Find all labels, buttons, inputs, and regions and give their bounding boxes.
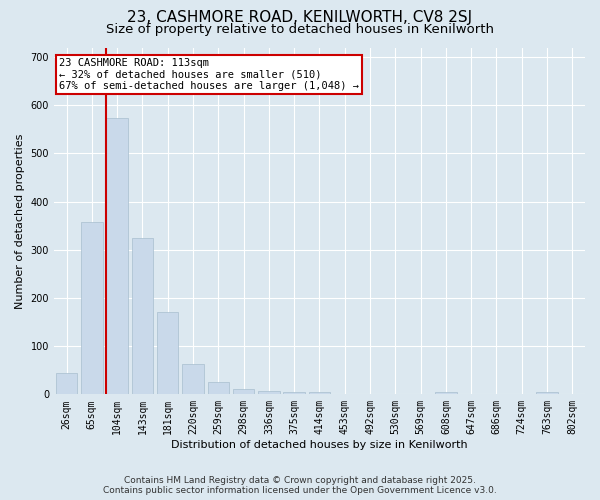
Bar <box>81 222 103 394</box>
Y-axis label: Number of detached properties: Number of detached properties <box>15 133 25 308</box>
Bar <box>233 388 254 394</box>
Bar <box>56 372 77 394</box>
Text: 23, CASHMORE ROAD, KENILWORTH, CV8 2SJ: 23, CASHMORE ROAD, KENILWORTH, CV8 2SJ <box>127 10 473 25</box>
Bar <box>208 382 229 394</box>
Bar <box>131 238 153 394</box>
Bar <box>283 392 305 394</box>
Text: Contains HM Land Registry data © Crown copyright and database right 2025.
Contai: Contains HM Land Registry data © Crown c… <box>103 476 497 495</box>
Bar <box>106 118 128 394</box>
Bar <box>157 312 178 394</box>
Bar <box>258 391 280 394</box>
Bar <box>536 392 558 394</box>
Bar <box>309 392 330 394</box>
Text: Size of property relative to detached houses in Kenilworth: Size of property relative to detached ho… <box>106 22 494 36</box>
Bar <box>435 392 457 394</box>
X-axis label: Distribution of detached houses by size in Kenilworth: Distribution of detached houses by size … <box>171 440 468 450</box>
Text: 23 CASHMORE ROAD: 113sqm
← 32% of detached houses are smaller (510)
67% of semi-: 23 CASHMORE ROAD: 113sqm ← 32% of detach… <box>59 58 359 91</box>
Bar <box>182 364 204 394</box>
